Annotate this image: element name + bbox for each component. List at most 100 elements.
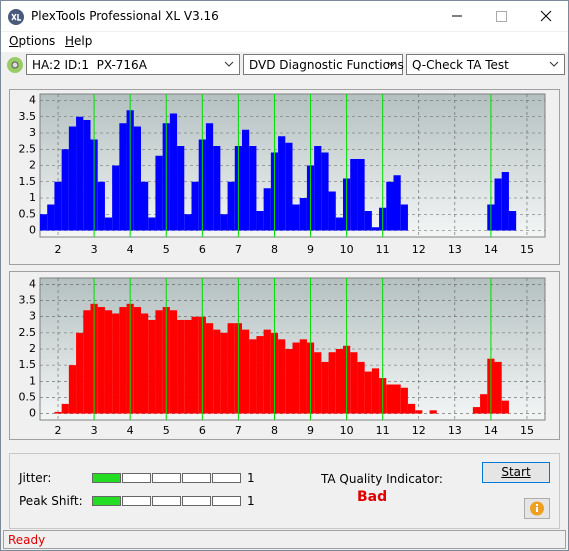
x-tick-label: 8: [271, 424, 278, 437]
bar: [386, 181, 394, 231]
info-button[interactable]: [524, 498, 550, 519]
x-tick-label: 9: [307, 424, 314, 437]
drive-select[interactable]: HA:2 ID:1 PX-716A: [26, 54, 240, 75]
x-tick-label: 12: [412, 243, 426, 256]
bar: [393, 175, 401, 231]
chart-top: 0 0.5 1 1.5 2 2.5 3 3.5 4 2 3 4 5 6 7 8 9 10 11 12 13 14 15: [19, 93, 546, 256]
bar: [256, 336, 264, 414]
chart-bottom: 0 0.5 1 1.5 2 2.5 3 3.5 4 2 3 4 5 6 7 8 9 10 11 12 13 14 15: [19, 277, 546, 437]
bar: [227, 181, 235, 231]
bar: [119, 307, 127, 414]
x-tick-label: 10: [340, 424, 354, 437]
y-tick-label: 0: [29, 407, 36, 420]
bar: [263, 329, 271, 414]
bar: [169, 310, 178, 414]
ta-quality-label: TA Quality Indicator:: [321, 472, 443, 486]
bar: [321, 361, 329, 414]
bar: [249, 339, 257, 414]
bar: [177, 146, 185, 231]
bar: [119, 123, 127, 231]
x-tick-label: 6: [199, 243, 206, 256]
bar: [400, 204, 408, 231]
y-tick-label: 1.5: [19, 358, 37, 371]
bar: [256, 211, 264, 231]
meter-segment: [152, 473, 181, 483]
x-tick-label: 5: [163, 243, 170, 256]
bar: [54, 181, 62, 231]
jitter-label: Jitter:: [19, 471, 52, 485]
x-tick-label: 13: [448, 424, 462, 437]
window-controls[interactable]: [431, 1, 568, 31]
x-tick-label: 11: [376, 424, 390, 437]
bar: [299, 198, 307, 231]
bar: [97, 181, 105, 231]
test-select[interactable]: Q-Check TA Test: [406, 54, 565, 75]
x-tick-label: 13: [448, 243, 462, 256]
y-tick-label: 0.5: [19, 390, 37, 403]
y-tick-label: 2: [29, 159, 36, 172]
function-select[interactable]: DVD Diagnostic Functions: [243, 54, 404, 75]
x-tick-label: 3: [91, 243, 98, 256]
bar: [213, 329, 221, 414]
bar: [133, 126, 141, 231]
y-tick-label: 3.5: [19, 110, 37, 123]
bar: [278, 339, 286, 414]
x-tick-label: 6: [199, 424, 206, 437]
y-tick-label: 2: [29, 342, 36, 355]
drive-label: HA:2 ID:1 PX-716A: [32, 58, 147, 72]
x-tick-label: 7: [235, 243, 242, 256]
start-button[interactable]: Start: [482, 462, 550, 483]
bar: [472, 407, 481, 414]
menu-bar: Options Help: [1, 32, 568, 52]
x-tick-label: 8: [271, 243, 278, 256]
bar: [148, 319, 156, 414]
bar: [357, 361, 365, 414]
bar: [68, 365, 77, 414]
bar: [40, 214, 48, 231]
chart-panel-bottom: 0 0.5 1 1.5 2 2.5 3 3.5 4 2 3 4 5 6 7 8 9 10 11 12 13 14 15: [9, 271, 560, 440]
bar: [371, 227, 380, 231]
bar: [285, 349, 293, 414]
meter-segment: [212, 473, 241, 483]
meter-segment: [152, 496, 181, 506]
bar: [169, 113, 178, 231]
bar: [227, 323, 235, 414]
bar: [501, 400, 509, 414]
chart-panel-top: 0 0.5 1 1.5 2 2.5 3 3.5 4 2 3 4 5 6 7 8 9 10 11 12 13 14 15: [9, 89, 560, 265]
meter-segment: [92, 496, 121, 506]
status-text: Ready: [8, 533, 46, 547]
bar: [213, 146, 221, 231]
ta-quality-value: Bad: [357, 489, 388, 505]
y-tick-label: 4: [29, 94, 36, 107]
meter-segment: [182, 473, 211, 483]
bar: [350, 159, 358, 231]
menu-options[interactable]: Options: [9, 34, 56, 48]
menu-help[interactable]: Help: [65, 34, 93, 48]
y-tick-label: 1: [29, 374, 36, 387]
bar: [141, 181, 149, 231]
bar: [61, 149, 69, 231]
bar: [205, 123, 214, 231]
test-label: Q-Check TA Test: [412, 58, 509, 72]
app-icon: [8, 9, 24, 25]
y-tick-label: 0: [29, 224, 36, 237]
x-tick-label: 7: [235, 424, 242, 437]
bar: [494, 361, 502, 414]
bar: [415, 410, 423, 414]
bar: [292, 204, 300, 231]
bar: [314, 146, 322, 231]
meter-segment: [92, 473, 121, 483]
y-tick-label: 4: [29, 277, 36, 290]
x-tick-label: 14: [484, 424, 498, 437]
bar: [242, 329, 250, 414]
bar: [220, 332, 228, 414]
bar: [494, 178, 502, 231]
bar: [393, 384, 401, 414]
bar: [47, 204, 55, 231]
bar: [328, 191, 336, 231]
dropdown-arrows: [224, 61, 559, 67]
bar: [371, 368, 380, 414]
meter-segment: [212, 496, 241, 506]
x-tick-label: 9: [307, 243, 314, 256]
status-bar: Ready: [3, 530, 566, 549]
